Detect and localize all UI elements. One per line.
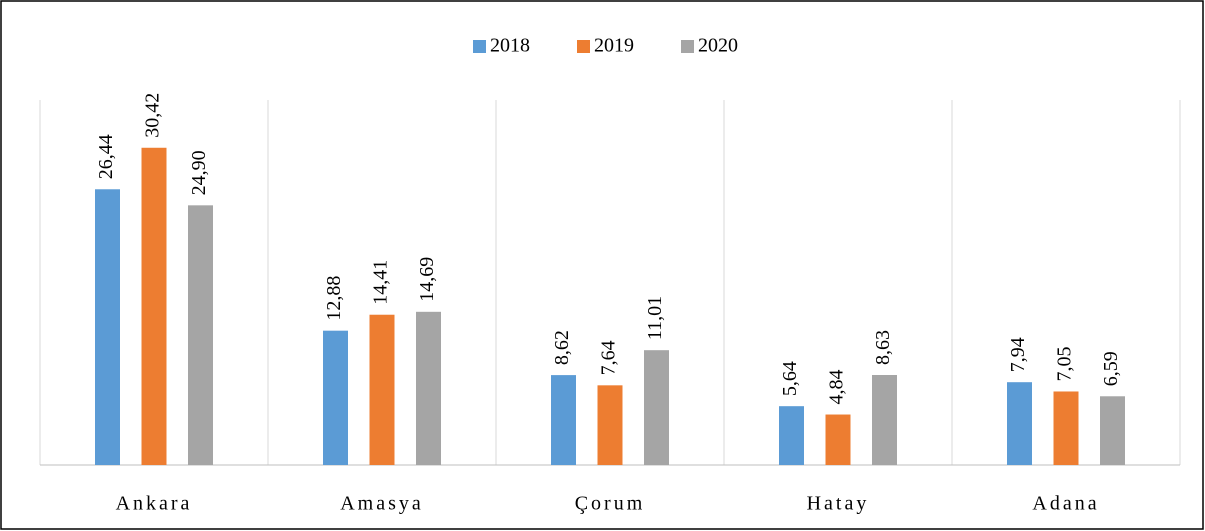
data-label: 6,59 <box>1100 351 1122 386</box>
legend-label: 2020 <box>698 35 738 57</box>
data-label: 24,90 <box>188 150 210 195</box>
data-label: 7,05 <box>1054 346 1076 381</box>
data-label: 7,94 <box>1007 337 1029 372</box>
legend-label: 2019 <box>594 35 634 57</box>
data-label: 30,42 <box>142 93 164 138</box>
bar <box>825 414 851 465</box>
bar <box>416 311 441 465</box>
legend-swatch <box>473 40 486 53</box>
data-label: 11,01 <box>644 296 666 340</box>
x-tick-label: Amasya <box>340 493 424 515</box>
bar <box>323 330 348 465</box>
bar <box>644 350 669 465</box>
x-tick-label: Adana <box>1032 493 1099 515</box>
legend-label: 2018 <box>490 35 530 57</box>
x-tick-label: Ankara <box>116 493 193 515</box>
data-label: 26,44 <box>95 134 117 179</box>
data-label: 12,88 <box>323 276 345 321</box>
x-tick-label: Hatay <box>807 493 870 515</box>
x-tick-label: Çorum <box>575 493 646 515</box>
data-label: 7,64 <box>598 340 620 375</box>
data-label: 14,69 <box>416 257 438 302</box>
bar <box>1100 396 1125 465</box>
bar <box>872 375 897 465</box>
bar <box>188 205 213 466</box>
bar <box>95 189 120 466</box>
bar <box>551 375 576 465</box>
bar <box>597 385 623 465</box>
bar <box>141 147 167 465</box>
legend-swatch <box>577 40 590 53</box>
data-label: 5,64 <box>779 361 801 396</box>
data-label: 4,84 <box>826 370 848 405</box>
bar <box>779 406 804 465</box>
data-label: 8,63 <box>872 330 894 365</box>
bar <box>369 314 395 465</box>
data-label: 8,62 <box>551 330 573 365</box>
bar <box>1007 382 1032 465</box>
legend-swatch <box>681 40 694 53</box>
bar <box>1053 391 1079 465</box>
data-label: 14,41 <box>370 260 392 305</box>
